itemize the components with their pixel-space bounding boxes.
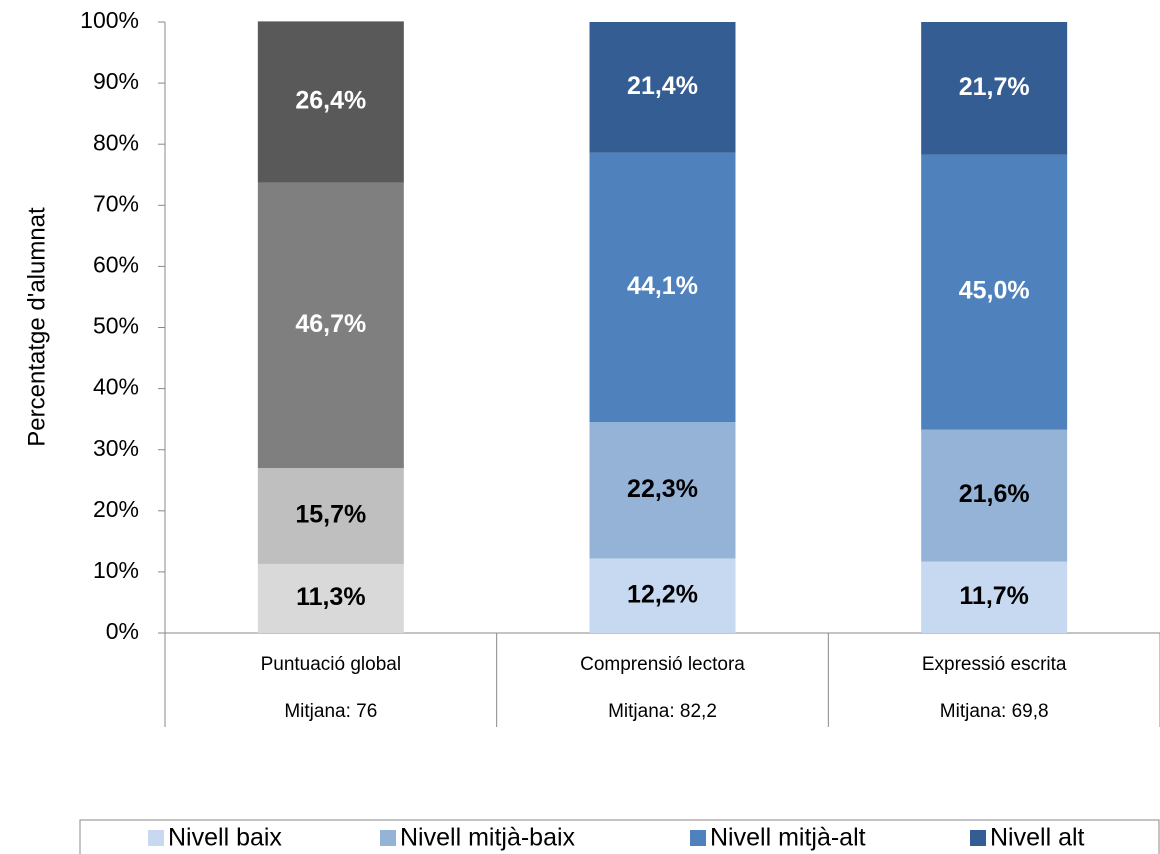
bar-segment xyxy=(589,422,736,559)
y-tick-label: 50% xyxy=(93,313,139,339)
data-label: 21,6% xyxy=(959,480,1030,508)
bar-segment xyxy=(257,182,404,469)
bar-segment xyxy=(921,429,1068,562)
data-label: 12,2% xyxy=(627,580,698,608)
data-label: 46,7% xyxy=(295,310,366,338)
legend-swatch xyxy=(970,830,986,846)
bar-segment xyxy=(257,468,404,564)
x-tick-label: Puntuació global xyxy=(261,654,402,675)
y-tick-label: 60% xyxy=(93,251,139,277)
y-tick-label: 40% xyxy=(93,374,139,400)
data-label: 11,7% xyxy=(959,582,1029,610)
data-label: 15,7% xyxy=(295,501,366,529)
y-tick-label: 0% xyxy=(106,618,139,644)
y-tick-label: 30% xyxy=(93,435,139,461)
bar-segment xyxy=(921,22,1068,155)
bar-segment xyxy=(589,558,736,633)
category-note: Mitjana: 69,8 xyxy=(940,701,1049,722)
legend-swatch xyxy=(148,830,164,846)
data-label: 45,0% xyxy=(959,277,1030,305)
x-tick-label: Expressió escrita xyxy=(922,654,1067,675)
y-tick-label: 10% xyxy=(93,557,139,583)
data-label: 44,1% xyxy=(627,272,698,300)
legend-label: Nivell alt xyxy=(990,824,1085,852)
legend-label: Nivell baix xyxy=(168,824,282,852)
legend-label: Nivell mitjà-baix xyxy=(400,824,576,852)
legend-label: Nivell mitjà-alt xyxy=(710,824,866,852)
bar-segment xyxy=(921,154,1068,430)
data-label: 21,4% xyxy=(627,72,698,100)
data-label: 21,7% xyxy=(959,73,1030,101)
bar-segment xyxy=(921,561,1068,633)
x-tick-label: Comprensió lectora xyxy=(580,654,745,675)
bar-segment xyxy=(257,21,404,183)
data-label: 26,4% xyxy=(295,87,366,115)
data-label: 11,3% xyxy=(296,583,366,611)
legend-swatch xyxy=(690,830,706,846)
category-note: Mitjana: 82,2 xyxy=(608,701,717,722)
legend-swatch xyxy=(380,830,396,846)
y-axis-label: Percentatge d'alumnat xyxy=(23,207,50,447)
y-tick-label: 80% xyxy=(93,129,139,155)
y-tick-label: 20% xyxy=(93,496,139,522)
data-label: 22,3% xyxy=(627,475,698,503)
bar-segment xyxy=(257,563,404,633)
category-note: Mitjana: 76 xyxy=(284,701,377,722)
y-tick-label: 90% xyxy=(93,68,139,94)
bar-segment xyxy=(589,152,736,423)
bar-segment xyxy=(589,22,736,153)
y-tick-label: 70% xyxy=(93,190,139,216)
y-tick-label: 100% xyxy=(80,7,139,33)
